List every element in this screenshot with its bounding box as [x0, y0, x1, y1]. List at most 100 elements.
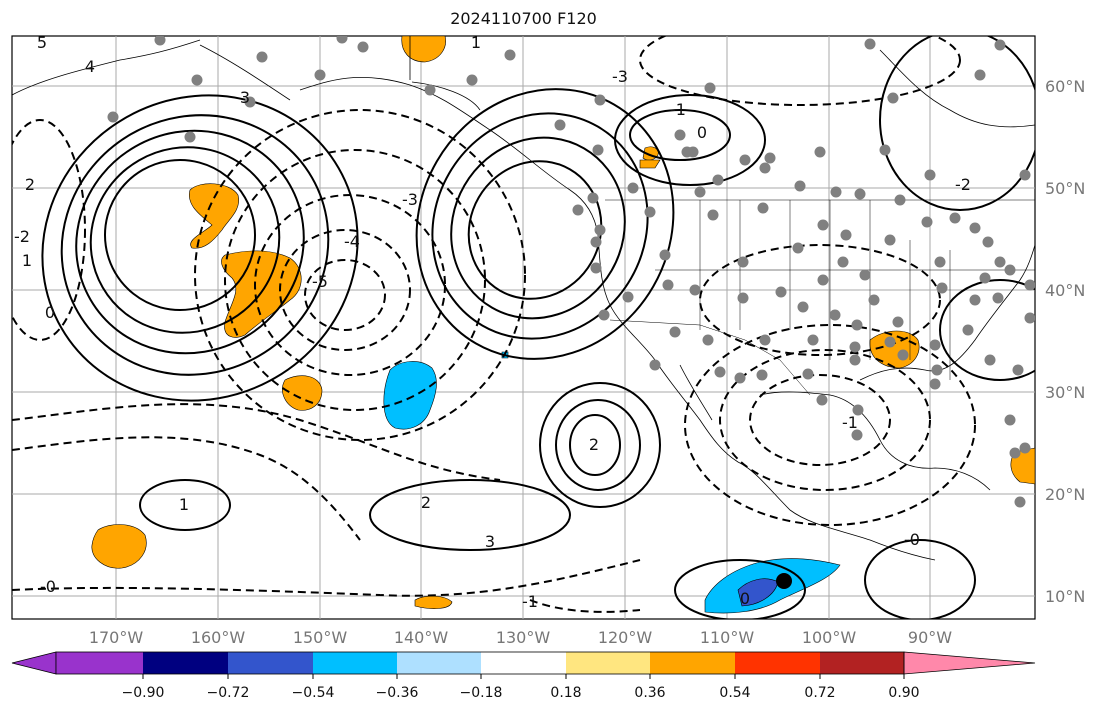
colorbar-tick-label: −0.18	[460, 685, 503, 701]
observation-marker	[504, 49, 516, 61]
observation-marker	[849, 354, 861, 366]
colorbar-segment	[820, 652, 904, 674]
positive-contours	[41, 36, 1035, 619]
observation-marker	[982, 236, 994, 248]
anomaly-fill	[414, 595, 453, 609]
observation-marker	[1012, 364, 1024, 376]
observation-marker	[816, 394, 828, 406]
observation-marker	[644, 206, 656, 218]
contour-label: 0	[697, 123, 707, 142]
colorbar-tick-label: −0.54	[292, 685, 335, 701]
colorbar-tick-label: −0.72	[207, 685, 250, 701]
observation-marker	[154, 36, 166, 46]
observation-marker	[994, 39, 1006, 51]
observation-marker	[424, 84, 436, 96]
observation-marker	[707, 209, 719, 221]
contour-label: -5	[312, 272, 328, 291]
observation-marker	[814, 146, 826, 158]
observation-marker	[884, 234, 896, 246]
colorbar-segment	[313, 652, 397, 674]
contour-label: 1	[22, 251, 32, 270]
observation-marker	[1014, 496, 1026, 508]
observation-marker	[852, 404, 864, 416]
latitude-labels: 60°N 50°N 40°N 30°N 20°N 10°N	[1045, 77, 1085, 606]
longitude-label: 110°W	[700, 628, 755, 647]
observation-marker	[598, 309, 610, 321]
colorbar-segment	[56, 652, 143, 674]
contour-label: -2	[14, 227, 30, 246]
observation-marker	[627, 182, 639, 194]
observation-marker	[1004, 414, 1016, 426]
observation-marker	[759, 334, 771, 346]
colorbar-segment	[228, 652, 313, 674]
observation-marker	[594, 224, 606, 236]
observation-marker	[1024, 279, 1035, 291]
contour-label: 2	[25, 175, 35, 194]
latitude-label: 20°N	[1045, 485, 1085, 504]
longitude-labels: 170°W 160°W 150°W 140°W 130°W 120°W 110°W 100°W…	[89, 628, 952, 647]
negative-anomaly-fills	[383, 351, 841, 614]
observation-marker	[669, 326, 681, 338]
observation-marker	[979, 272, 991, 284]
observation-marker	[191, 74, 203, 86]
observation-marker	[757, 202, 769, 214]
observation-marker	[594, 94, 606, 106]
contour-label: -1	[522, 592, 538, 611]
observation-marker	[737, 292, 749, 304]
observation-marker	[797, 301, 809, 313]
observation-marker	[704, 82, 716, 94]
observation-markers	[107, 36, 1035, 508]
observation-marker	[314, 69, 326, 81]
observation-marker	[590, 262, 602, 274]
observation-marker	[851, 319, 863, 331]
contour-label: 2	[589, 435, 599, 454]
latitude-label: 30°N	[1045, 383, 1085, 402]
observation-marker	[949, 212, 961, 224]
contour-label: -1	[670, 100, 686, 119]
observation-marker	[1009, 447, 1021, 459]
anomaly-fill	[401, 36, 446, 63]
observation-marker	[336, 36, 348, 44]
longitude-label: 120°W	[598, 628, 653, 647]
observation-marker	[792, 242, 804, 254]
contour-label: 0	[45, 303, 55, 322]
colorbar-tick-label: 0.90	[888, 685, 919, 701]
latitude-label: 40°N	[1045, 281, 1085, 300]
contour-label: 3	[485, 532, 495, 551]
observation-marker	[712, 174, 724, 186]
anomaly-fill	[91, 524, 147, 569]
observation-marker	[929, 339, 941, 351]
longitude-label: 100°W	[802, 628, 857, 647]
observation-marker	[674, 129, 686, 141]
observation-marker	[817, 219, 829, 231]
observation-marker	[737, 256, 749, 268]
colorbar-segment	[481, 652, 566, 674]
anomaly-fill	[639, 159, 661, 169]
contour-label: -3	[612, 67, 628, 86]
observation-marker	[554, 119, 566, 131]
observation-marker	[851, 429, 863, 441]
observation-marker	[702, 334, 714, 346]
observation-marker	[924, 169, 936, 181]
latitude-label: 50°N	[1045, 179, 1085, 198]
longitude-label: 130°W	[496, 628, 551, 647]
colorbar-tick-label: 0.72	[804, 685, 835, 701]
observation-marker	[756, 369, 768, 381]
observation-marker	[572, 204, 584, 216]
positive-anomaly-fills	[91, 36, 1035, 609]
observation-marker	[969, 294, 981, 306]
colorbar: −0.90 −0.72 −0.54 −0.36 −0.18 0.18 0.36 0.54 0.7…	[11, 651, 1036, 701]
observation-marker	[802, 368, 814, 380]
negative-contours	[12, 36, 976, 613]
observation-marker	[357, 41, 369, 53]
observation-marker	[864, 38, 876, 50]
observation-marker	[974, 69, 986, 81]
contour-label: 1	[179, 495, 189, 514]
observation-marker	[739, 154, 751, 166]
colorbar-tick-label: 0.36	[634, 685, 665, 701]
colorbar-tick-label: 0.54	[719, 685, 750, 701]
observation-marker	[892, 316, 904, 328]
observation-marker	[994, 256, 1006, 268]
latitude-label: 60°N	[1045, 77, 1085, 96]
